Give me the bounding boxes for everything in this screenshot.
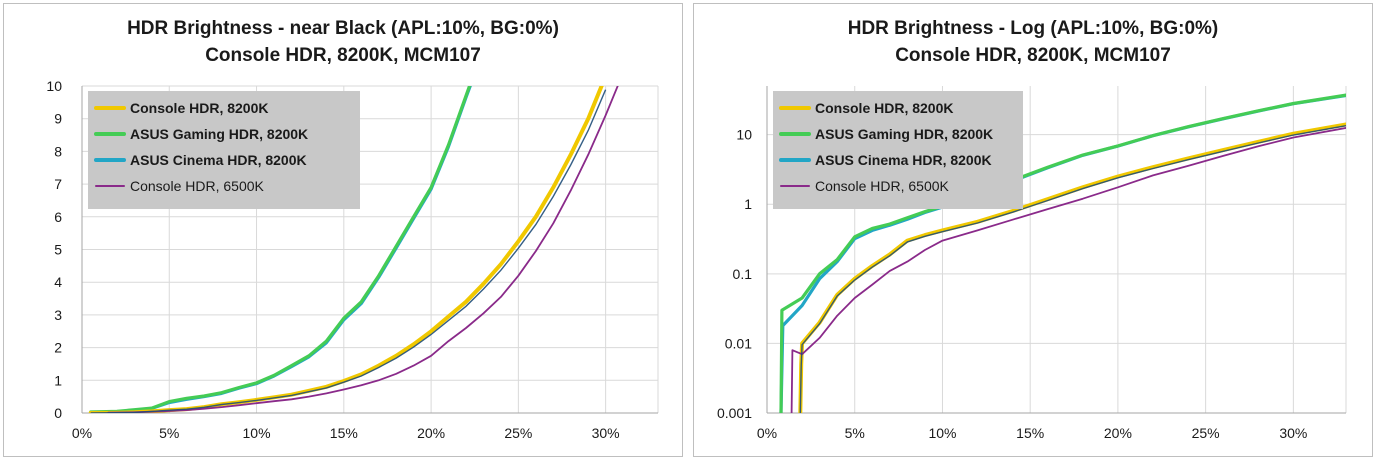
near-black-x-tick-label: 5% — [159, 425, 179, 441]
log-x-tick-label: 10% — [928, 425, 956, 441]
near-black-y-tick-label: 5 — [54, 242, 62, 258]
near-black-y-tick-label: 3 — [54, 307, 62, 323]
near-black-series-group — [88, 86, 619, 413]
chart-log: HDR Brightness - Log (APL:10%, BG:0%) Con… — [717, 18, 1347, 441]
chart-near-black: HDR Brightness - near Black (APL:10%, BG… — [46, 18, 659, 441]
near-black-legend-label-1: Console HDR, 8200K — [130, 100, 268, 116]
log-title-line-1: HDR Brightness - Log (APL:10%, BG:0%) — [848, 18, 1219, 39]
near-black-series-line-4 — [107, 86, 619, 413]
near-black-y-tick-label: 10 — [46, 78, 62, 94]
near-black-legend-label-3: ASUS Cinema HDR, 8200K — [130, 152, 307, 168]
near-black-y-tick-label: 1 — [54, 372, 62, 388]
log-legend-label-1: Console HDR, 8200K — [815, 100, 953, 116]
near-black-y-tick-label: 8 — [54, 143, 62, 159]
near-black-y-tick-label: 6 — [54, 209, 62, 225]
log-title-line-2: Console HDR, 8200K, MCM107 — [895, 45, 1171, 66]
near-black-y-tick-label: 7 — [54, 176, 62, 192]
chart-panel-log: HDR Brightness - Log (APL:10%, BG:0%) Con… — [693, 3, 1373, 457]
chart-panel-near-black: HDR Brightness - near Black (APL:10%, BG… — [3, 3, 683, 457]
near-black-title-line-2: Console HDR, 8200K, MCM107 — [205, 45, 481, 66]
near-black-x-tick-label: 15% — [330, 425, 358, 441]
near-black-y-tick-label: 4 — [54, 274, 62, 290]
near-black-y-tick-label: 9 — [54, 111, 62, 127]
log-legend-label-4: Console HDR, 6500K — [815, 178, 950, 194]
near-black-legend-label-4: Console HDR, 6500K — [130, 178, 265, 194]
near-black-series-line-2 — [89, 86, 472, 413]
log-y-tick-label: 1 — [744, 196, 752, 212]
near-black-y-tick-label: 2 — [54, 340, 62, 356]
near-black-y-tick-label: 0 — [54, 405, 62, 421]
near-black-x-tick-label: 25% — [504, 425, 532, 441]
log-x-tick-label: 5% — [845, 425, 865, 441]
near-black-legend-label-2: ASUS Gaming HDR, 8200K — [130, 126, 308, 142]
near-black-series-reference-line — [90, 89, 607, 413]
log-y-tick-label: 10 — [736, 127, 752, 143]
log-x-tick-label: 15% — [1016, 425, 1044, 441]
log-x-tick-label: 30% — [1279, 425, 1307, 441]
log-series-reference-line — [799, 125, 1346, 413]
near-black-x-tick-label: 0% — [72, 425, 92, 441]
log-y-tick-label: 0.001 — [717, 405, 752, 421]
log-series-line-4 — [790, 127, 1346, 413]
near-black-x-tick-label: 10% — [243, 425, 271, 441]
log-legend-label-2: ASUS Gaming HDR, 8200K — [815, 126, 993, 142]
near-black-x-tick-label: 30% — [592, 425, 620, 441]
near-black-title-line-1: HDR Brightness - near Black (APL:10%, BG… — [127, 18, 559, 39]
log-x-tick-label: 25% — [1192, 425, 1220, 441]
near-black-x-tick-label: 20% — [417, 425, 445, 441]
log-y-tick-label: 0.01 — [725, 335, 752, 351]
log-x-tick-label: 20% — [1104, 425, 1132, 441]
near-black-legend-box — [88, 91, 360, 209]
log-y-tick-label: 0.1 — [733, 266, 753, 282]
log-legend-box — [773, 91, 1023, 209]
log-legend-label-3: ASUS Cinema HDR, 8200K — [815, 152, 992, 168]
log-x-tick-label: 0% — [757, 425, 777, 441]
